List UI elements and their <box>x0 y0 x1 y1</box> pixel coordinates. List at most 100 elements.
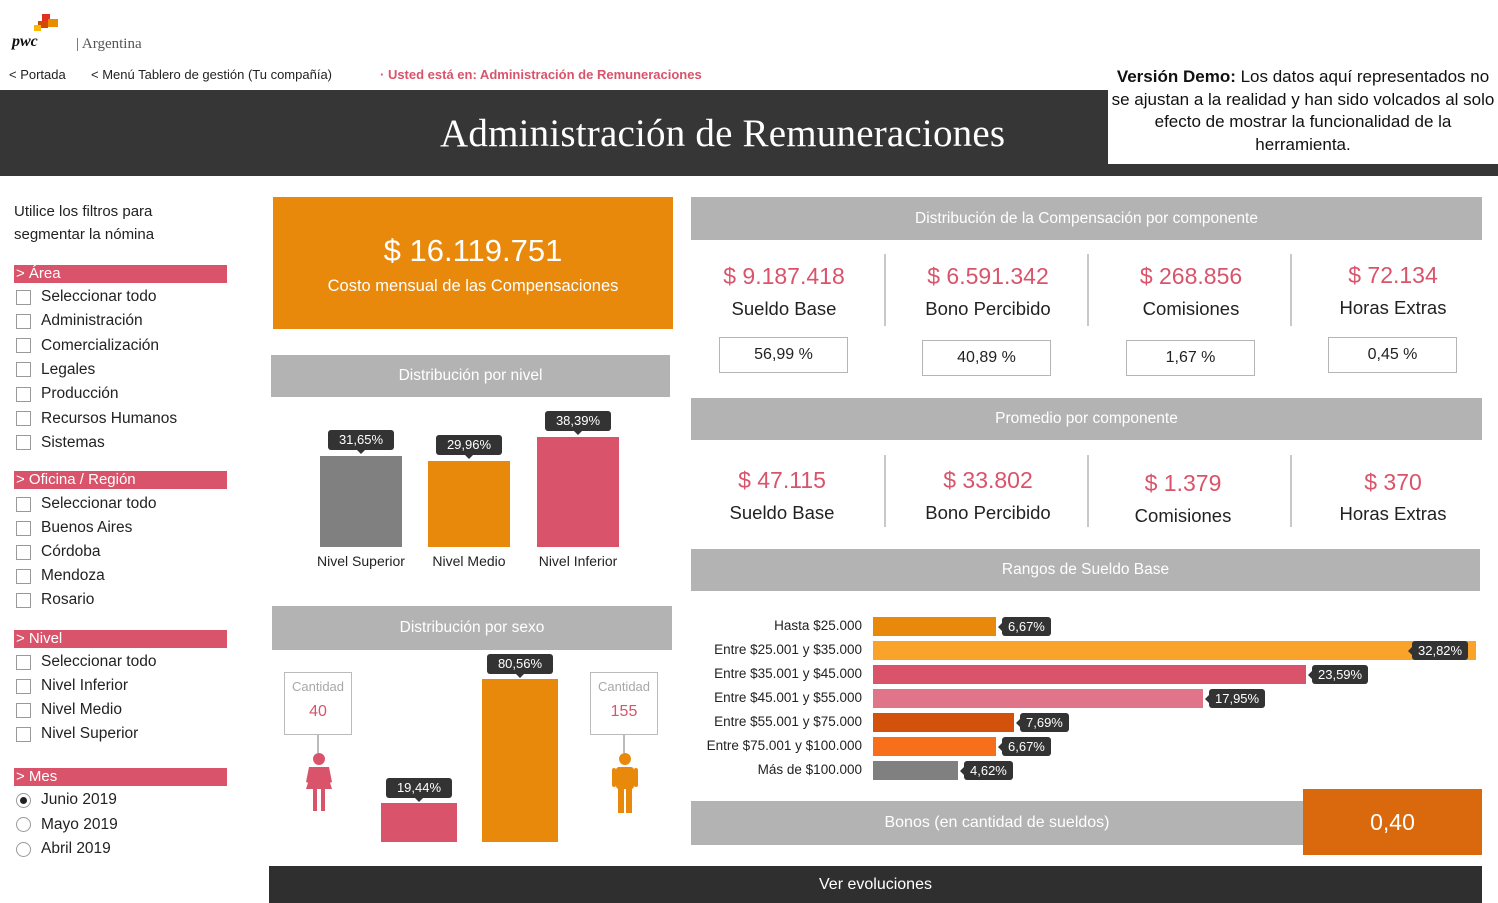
componente-divider <box>1087 254 1089 326</box>
radio-icon[interactable] <box>16 792 31 808</box>
promedio-divider <box>884 455 886 527</box>
female-icon <box>305 753 333 818</box>
rango-data-label: 23,59% <box>1307 665 1369 684</box>
checkbox-icon[interactable] <box>16 726 31 742</box>
filter-nivel-option-nivel-inferior[interactable]: Nivel Inferior <box>16 675 128 697</box>
breadcrumb-location: · Usted está en: Administración de Remun… <box>380 67 702 82</box>
filter-area-header: > Área <box>14 265 227 283</box>
checkbox-icon[interactable] <box>16 411 31 426</box>
componente-pct-comisiones: 1,67 % <box>1126 340 1255 376</box>
checkbox-icon[interactable] <box>16 568 31 584</box>
filter-option-label: Nivel Superior <box>41 725 139 742</box>
filter-nivel-option-nivel-superior[interactable]: Nivel Superior <box>16 723 138 745</box>
rango-category-label: Entre $35.001 y $45.000 <box>714 666 862 681</box>
componente-header: Distribución de la Compensación por comp… <box>691 197 1482 240</box>
demo-notice-title: Versión Demo: <box>1116 67 1236 86</box>
filter-area-option-comercializacion[interactable]: Comercialización <box>16 335 159 357</box>
nivel-chart: 31,65% Nivel Superior 29,96% Nivel Medio 38,… <box>271 397 671 587</box>
filter-nivel-option-seleccionar-todo[interactable]: Seleccionar todo <box>16 651 156 673</box>
sexo-bar-mujeres <box>381 803 457 842</box>
filter-option-label: Abril 2019 <box>41 840 111 857</box>
checkbox-icon[interactable] <box>16 496 31 512</box>
filter-area-option-administracion[interactable]: Administración <box>16 310 143 332</box>
filter-intro: Utilice los filtros para segmentar la nó… <box>14 203 155 243</box>
checkbox-icon[interactable] <box>16 520 31 536</box>
rango-category-label: Entre $45.001 y $55.000 <box>714 690 862 705</box>
filter-area-option-produccion[interactable]: Producción <box>16 383 119 405</box>
checkbox-icon[interactable] <box>16 338 31 354</box>
componente-value-horas-extras: $ 72.134 <box>1348 262 1438 288</box>
rango-category-label: Entre $55.001 y $75.000 <box>714 714 862 729</box>
filter-option-label: Mayo 2019 <box>41 815 118 833</box>
rango-data-label: 17,95% <box>1204 689 1266 708</box>
male-icon <box>611 753 639 820</box>
sexo-bar-hombres <box>482 679 558 842</box>
rango-data-label: 7,69% <box>1016 713 1069 732</box>
componente-pct-sueldo-base: 56,99 % <box>719 337 848 373</box>
nav-home-link[interactable]: < Portada <box>9 67 66 82</box>
filter-mes-option-mayo-2019[interactable]: Mayo 2019 <box>16 814 118 836</box>
filter-mes-header: > Mes <box>14 768 227 786</box>
filter-area-option-legales[interactable]: Legales <box>16 359 95 381</box>
filter-area-option-recursos-humanos[interactable]: Recursos Humanos <box>16 408 177 430</box>
filter-oficina-option-buenos-aires[interactable]: Buenos Aires <box>16 517 132 539</box>
country-label: | Argentina <box>76 36 142 52</box>
checkbox-icon[interactable] <box>16 435 31 451</box>
sexo-data-label: 19,44% <box>386 778 452 802</box>
filter-oficina-option-rosario[interactable]: Rosario <box>16 589 94 611</box>
nivel-bar-nivel-medio <box>428 461 510 547</box>
female-count-value: 40 <box>309 703 327 720</box>
filter-option-label: Buenos Aires <box>41 519 133 536</box>
componente-label-bono-percibido: Bono Percibido <box>925 298 1051 319</box>
filter-option-label: Seleccionar todo <box>41 495 157 512</box>
rango-data-label: 4,62% <box>960 761 1013 780</box>
nivel-category-label: Nivel Inferior <box>538 553 618 569</box>
rango-category-label: Entre $25.001 y $35.000 <box>714 642 862 657</box>
rango-bar-1 <box>873 617 996 636</box>
filter-option-label: Seleccionar todo <box>41 288 157 305</box>
ver-evoluciones-button[interactable]: Ver evoluciones <box>269 866 1482 903</box>
nivel-data-label: 38,39% <box>545 411 611 435</box>
promedio-divider <box>1290 455 1292 527</box>
filter-option-label: Administración <box>41 312 143 330</box>
filter-oficina-option-seleccionar-todo[interactable]: Seleccionar todo <box>16 493 156 515</box>
kpi-total-cost-label: Costo mensual de las Compensaciones <box>327 277 619 295</box>
sexo-chart: 19,44% 80,56% <box>372 654 572 842</box>
filter-option-label: Producción <box>41 385 119 403</box>
filter-oficina-option-cordoba[interactable]: Córdoba <box>16 541 100 563</box>
checkbox-icon[interactable] <box>16 289 31 305</box>
filter-nivel-option-nivel-medio[interactable]: Nivel Medio <box>16 699 122 721</box>
radio-icon[interactable] <box>16 841 31 857</box>
rango-data-label: 6,67% <box>998 617 1051 636</box>
nav-menu-link[interactable]: < Menú Tablero de gestión (Tu compañía) <box>91 67 333 82</box>
promedio-label-bono-percibido: Bono Percibido <box>925 502 1051 523</box>
checkbox-icon[interactable] <box>16 654 31 670</box>
male-connector <box>623 735 625 753</box>
rango-bar-3 <box>873 665 1306 684</box>
nivel-data-label: 29,96% <box>436 435 502 459</box>
rangos-header: Rangos de Sueldo Base <box>691 549 1480 591</box>
checkbox-icon[interactable] <box>16 313 31 329</box>
pwc-logo-mark <box>34 14 60 32</box>
checkbox-icon[interactable] <box>16 702 31 718</box>
filter-mes-option-junio-2019[interactable]: Junio 2019 <box>16 789 117 811</box>
filter-mes-option-abril-2019[interactable]: Abril 2019 <box>16 838 111 860</box>
filter-area-option-sistemas[interactable]: Sistemas <box>16 432 105 454</box>
filter-area-option-seleccionar-todo[interactable]: Seleccionar todo <box>16 286 156 308</box>
componente-label-sueldo-base: Sueldo Base <box>731 298 837 319</box>
filter-option-label: Seleccionar todo <box>41 653 157 670</box>
checkbox-icon[interactable] <box>16 592 31 608</box>
checkbox-icon[interactable] <box>16 678 31 694</box>
radio-icon[interactable] <box>16 817 31 832</box>
filter-oficina-option-mendoza[interactable]: Mendoza <box>16 565 105 587</box>
filter-option-label: Junio 2019 <box>41 791 117 808</box>
female-connector <box>317 735 319 753</box>
bonos-label: Bonos (en cantidad de sueldos) <box>691 801 1303 845</box>
rango-category-label: Hasta $25.000 <box>774 618 862 633</box>
promedio-value-horas-extras: $ 370 <box>1364 469 1422 495</box>
female-count-box: Cantidad 40 <box>284 672 352 735</box>
checkbox-icon[interactable] <box>16 544 31 560</box>
checkbox-icon[interactable] <box>16 386 31 402</box>
checkbox-icon[interactable] <box>16 362 31 378</box>
componente-value-bono-percibido: $ 6.591.342 <box>927 263 1049 289</box>
